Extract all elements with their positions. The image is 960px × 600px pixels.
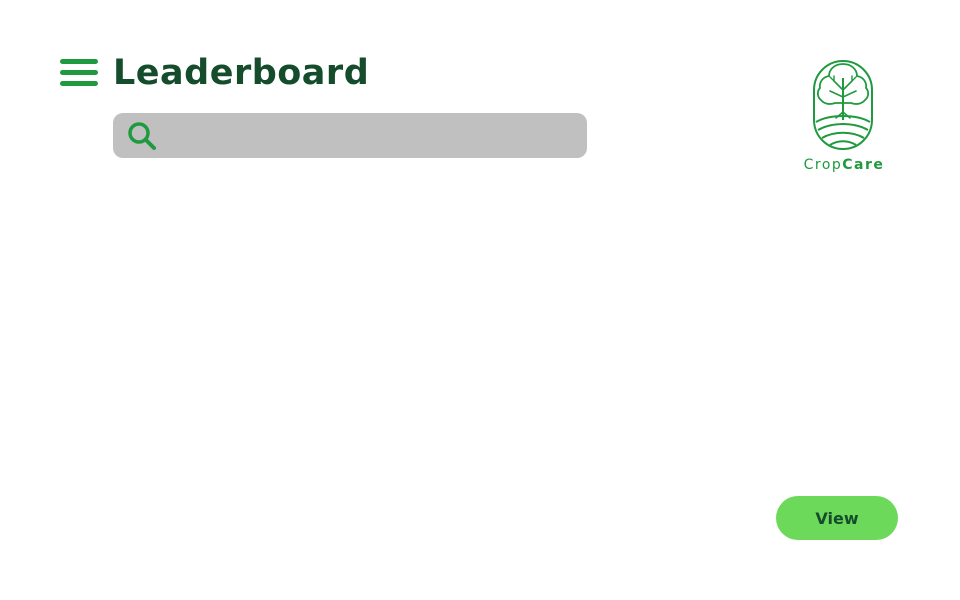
page-title: Leaderboard [113,53,370,93]
menu-bar-bottom [60,81,98,86]
logo-text-prefix: Crop [803,157,843,173]
search-input[interactable] [169,119,573,154]
hamburger-menu-icon[interactable] [60,59,98,87]
logo-wordmark: CropCare [798,157,890,173]
menu-bar-middle [60,70,98,75]
search-icon[interactable] [126,120,158,152]
search-bar[interactable] [113,113,587,158]
view-button[interactable]: View [776,496,898,540]
cropcare-logo: CropCare [798,58,890,178]
tree-field-icon [813,60,873,150]
logo-text-suffix: Care [842,157,885,173]
menu-bar-top [60,59,98,64]
